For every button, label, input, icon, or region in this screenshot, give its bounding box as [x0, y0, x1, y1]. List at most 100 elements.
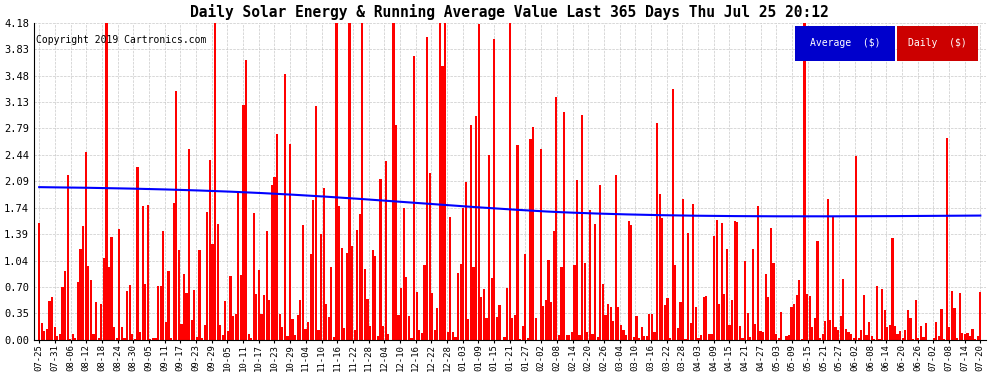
- Bar: [870, 336, 873, 340]
- Bar: [90, 280, 92, 340]
- Bar: [273, 177, 275, 340]
- Bar: [777, 338, 780, 340]
- Bar: [705, 296, 708, 340]
- Bar: [451, 332, 454, 340]
- Bar: [822, 334, 824, 340]
- Bar: [225, 302, 227, 340]
- Bar: [113, 327, 115, 340]
- Bar: [762, 332, 764, 340]
- Bar: [737, 222, 739, 340]
- Bar: [294, 335, 296, 340]
- Bar: [602, 284, 604, 340]
- Bar: [227, 331, 229, 340]
- Bar: [369, 326, 371, 340]
- Bar: [488, 155, 490, 340]
- Bar: [344, 328, 346, 340]
- Bar: [700, 335, 702, 340]
- Bar: [684, 339, 687, 340]
- Bar: [328, 317, 330, 340]
- Bar: [857, 338, 860, 340]
- Bar: [770, 228, 772, 340]
- Bar: [865, 336, 867, 340]
- Bar: [449, 217, 451, 340]
- Bar: [382, 326, 384, 340]
- Bar: [403, 209, 405, 340]
- Bar: [615, 175, 617, 340]
- Bar: [754, 324, 756, 340]
- Bar: [183, 273, 185, 340]
- Bar: [910, 318, 912, 340]
- Bar: [625, 335, 628, 340]
- Bar: [209, 160, 211, 340]
- Bar: [291, 319, 294, 340]
- Bar: [729, 325, 731, 340]
- Bar: [416, 292, 418, 340]
- Bar: [656, 123, 658, 340]
- Bar: [126, 291, 129, 340]
- Text: Daily  ($): Daily ($): [908, 38, 967, 48]
- Bar: [966, 333, 968, 340]
- Bar: [483, 289, 485, 340]
- Bar: [289, 144, 291, 340]
- Bar: [204, 325, 206, 340]
- Bar: [938, 336, 940, 340]
- Bar: [325, 304, 328, 340]
- Bar: [809, 296, 811, 340]
- Bar: [331, 267, 333, 340]
- Bar: [49, 301, 50, 340]
- Bar: [721, 224, 723, 340]
- Bar: [361, 23, 363, 340]
- Bar: [904, 330, 907, 340]
- Bar: [620, 325, 622, 340]
- Bar: [307, 322, 309, 340]
- Bar: [806, 294, 808, 340]
- Bar: [323, 188, 325, 340]
- Bar: [950, 291, 953, 340]
- Bar: [398, 315, 400, 340]
- Bar: [589, 210, 591, 340]
- Bar: [837, 330, 840, 340]
- Bar: [726, 249, 728, 340]
- Bar: [477, 24, 480, 340]
- Bar: [245, 60, 248, 340]
- Bar: [876, 286, 878, 340]
- Bar: [38, 223, 41, 340]
- Bar: [645, 336, 647, 340]
- Bar: [188, 149, 190, 340]
- Bar: [897, 333, 899, 340]
- Bar: [387, 334, 389, 340]
- Bar: [271, 185, 273, 340]
- Bar: [464, 182, 467, 340]
- Bar: [164, 322, 167, 340]
- Bar: [796, 295, 798, 340]
- Bar: [108, 267, 110, 340]
- Bar: [604, 315, 607, 340]
- Bar: [576, 180, 578, 340]
- Bar: [116, 338, 118, 340]
- Bar: [418, 330, 421, 340]
- Bar: [348, 23, 350, 340]
- Bar: [408, 316, 410, 340]
- Bar: [395, 124, 397, 340]
- Bar: [552, 231, 554, 340]
- Bar: [532, 128, 535, 340]
- Bar: [979, 292, 981, 340]
- Bar: [617, 307, 620, 340]
- Bar: [46, 329, 49, 340]
- Bar: [767, 297, 769, 340]
- Bar: [594, 224, 596, 340]
- Bar: [519, 339, 521, 340]
- Bar: [235, 314, 237, 340]
- Bar: [170, 339, 172, 340]
- Bar: [437, 308, 439, 340]
- Bar: [53, 327, 55, 340]
- Bar: [958, 293, 960, 340]
- Bar: [974, 339, 976, 340]
- Bar: [863, 295, 865, 340]
- Bar: [669, 338, 671, 340]
- Bar: [530, 139, 532, 340]
- Bar: [565, 335, 567, 340]
- Bar: [658, 194, 661, 340]
- Text: Average  ($): Average ($): [810, 38, 880, 48]
- Bar: [84, 152, 87, 340]
